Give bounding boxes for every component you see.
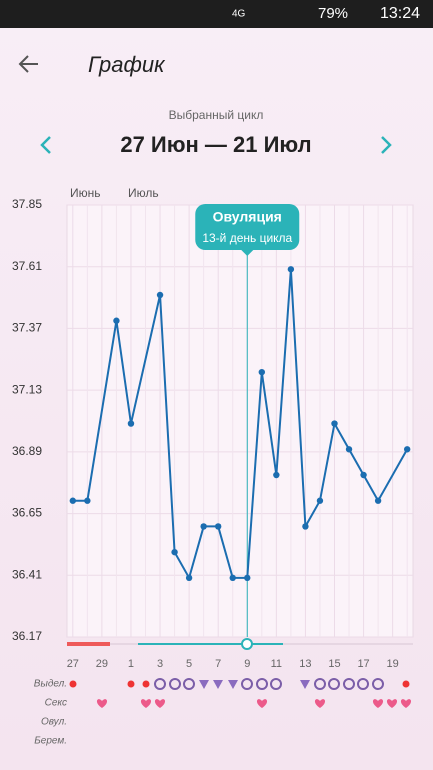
x-tick-label: 13 — [299, 658, 311, 670]
drop-icon — [142, 680, 150, 688]
next-cycle[interactable] — [381, 136, 392, 154]
x-tick-label: 29 — [96, 658, 108, 670]
x-tick-label: 17 — [357, 658, 369, 670]
tri-icon — [213, 680, 223, 689]
y-tick-label: 37.85 — [12, 197, 42, 211]
x-tick-label: 15 — [328, 658, 340, 670]
data-point — [374, 497, 382, 504]
tri-icon — [228, 680, 238, 689]
ring-icon — [154, 678, 166, 690]
y-tick-label: 36.41 — [12, 567, 42, 581]
ring-icon — [183, 678, 195, 690]
data-point — [403, 446, 411, 453]
cycle-range: 27 Июн — 21 Июл — [120, 132, 311, 157]
back-button[interactable] — [18, 55, 38, 73]
tri-icon — [300, 680, 310, 689]
x-tick-label: 19 — [387, 658, 399, 670]
ring-icon — [314, 678, 326, 690]
data-point — [69, 497, 77, 504]
data-point — [185, 574, 193, 582]
drop-icon — [402, 680, 410, 688]
x-tick-label: 5 — [186, 658, 192, 670]
x-tick-label: 9 — [244, 658, 250, 670]
x-tick-label: 27 — [67, 658, 79, 670]
heart-icon — [140, 699, 152, 708]
data-point — [244, 574, 251, 582]
ring-icon — [343, 678, 355, 690]
y-tick-label: 37.61 — [12, 259, 42, 273]
data-point — [113, 317, 120, 324]
y-tick-label: 36.17 — [12, 629, 42, 643]
row-label: Берем. — [34, 736, 67, 747]
ovulation-callout — [195, 204, 300, 250]
y-tick-label: 36.65 — [12, 506, 42, 520]
callout-subtitle: 13-й день цикла — [202, 231, 292, 245]
period-bar — [67, 638, 413, 650]
ring-icon — [169, 678, 181, 690]
ring-icon — [357, 678, 369, 690]
drop-icon — [127, 680, 135, 688]
battery: 79% — [318, 5, 348, 22]
data-point — [156, 291, 164, 299]
heart-icon — [386, 699, 398, 708]
data-point — [229, 574, 236, 582]
data-point — [287, 266, 295, 273]
data-point — [273, 471, 280, 479]
ring-icon — [256, 678, 268, 690]
time: 13:24 — [380, 5, 420, 22]
drop-icon — [69, 680, 77, 688]
data-point — [171, 548, 178, 556]
status-bar — [0, 0, 433, 28]
data-point — [214, 523, 222, 530]
data-point — [302, 523, 309, 530]
month-label: Июль — [128, 186, 159, 200]
heart-icon — [372, 699, 384, 708]
heart-icon — [314, 699, 326, 708]
heart-icon — [400, 699, 412, 708]
x-tick-label: 3 — [157, 658, 163, 670]
heart-icon — [96, 699, 108, 708]
x-tick-label: 1 — [128, 658, 134, 670]
data-point — [200, 523, 207, 530]
data-point — [331, 420, 338, 427]
x-tick-label: 11 — [271, 658, 282, 670]
heart-icon — [154, 699, 166, 708]
callout-pointer — [241, 250, 254, 256]
data-point — [258, 368, 266, 376]
data-point — [360, 471, 367, 479]
heart-icon — [256, 699, 268, 708]
data-point — [127, 420, 135, 427]
ring-icon — [241, 678, 253, 690]
network: 4G — [232, 9, 246, 20]
ring-icon — [270, 678, 282, 690]
cycle-label: Выбранный цикл — [169, 108, 264, 122]
y-tick-label: 37.13 — [12, 382, 42, 396]
callout-title: Овуляция — [213, 209, 282, 225]
row-labels: Выдел. Секс Овул. Берем. — [34, 679, 67, 747]
y-tick-label: 37.37 — [12, 321, 42, 335]
icons — [69, 678, 412, 708]
page-title: График — [88, 52, 166, 77]
tri-icon — [199, 680, 209, 689]
y-tick-label: 36.89 — [12, 444, 42, 458]
row-label: Овул. — [41, 717, 67, 728]
row-label: Секс — [45, 698, 67, 709]
prev-cycle[interactable] — [40, 136, 51, 154]
x-tick-label: 7 — [215, 658, 221, 670]
data-point — [84, 497, 91, 504]
data-point — [316, 497, 324, 504]
month-label: Июнь — [70, 186, 101, 200]
ring-icon — [328, 678, 340, 690]
ring-icon — [372, 678, 384, 690]
data-point — [345, 446, 353, 453]
row-label: Выдел. — [34, 679, 67, 690]
plot-area — [66, 204, 414, 638]
